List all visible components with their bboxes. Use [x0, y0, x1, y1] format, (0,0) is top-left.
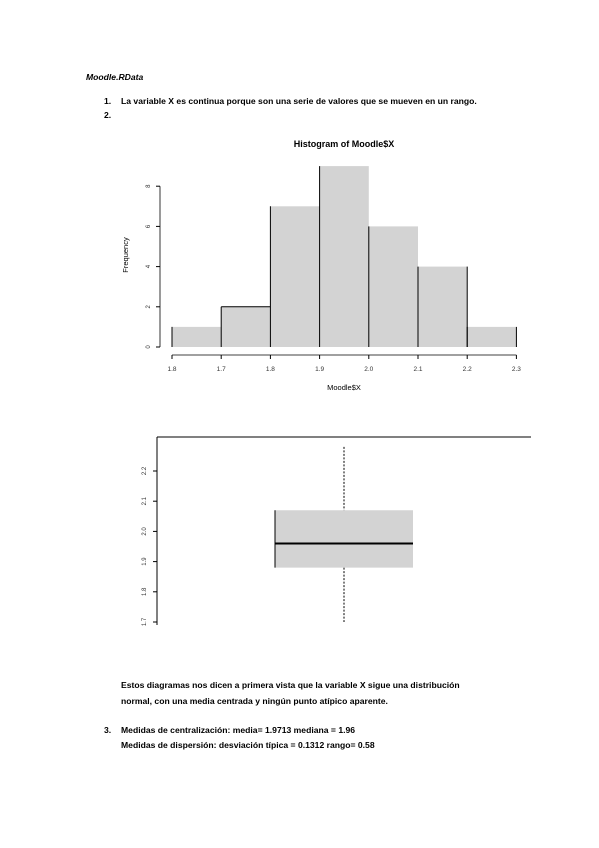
histogram-y-tick-label: 0	[146, 345, 152, 349]
histogram-y-tick-label: 4	[146, 264, 152, 268]
item-2-number: 2.	[104, 110, 112, 120]
boxplot-y-tick-label: 2.2	[142, 466, 148, 475]
histogram-y-tick-label: 6	[146, 224, 152, 228]
histogram-x-tick-label: 1.9	[315, 366, 324, 373]
item-3-number: 3.	[104, 725, 112, 735]
boxplot-y-tick-label: 1.9	[142, 557, 148, 566]
boxplot-box	[275, 510, 413, 568]
boxplot-y-tick-label: 2.0	[142, 527, 148, 536]
histogram-x-tick-label: 1.7	[217, 366, 226, 373]
paragraph-line-1: Estos diagramas nos dicen a primera vist…	[121, 680, 460, 690]
boxplot-y-tick-label: 2.1	[142, 496, 148, 505]
histogram-bar-4	[319, 166, 369, 347]
histogram-x-label: Moodle$X	[327, 383, 361, 392]
histogram-bar-6	[418, 266, 468, 347]
item-1-text: La variable X es continua porque son una…	[121, 96, 477, 106]
histogram-bar-7	[467, 326, 517, 347]
paragraph-line-2: normal, con una media centrada y ningún …	[121, 696, 388, 706]
histogram-bar-1	[172, 326, 222, 347]
histogram-x-tick-label: 2.1	[413, 366, 422, 373]
histogram-bar-2	[221, 306, 271, 347]
histogram-bar-3	[270, 206, 320, 347]
histogram-x-tick-label: 1.8	[266, 366, 275, 373]
histogram-x-tick-label: 2.3	[512, 366, 521, 373]
histogram-x-tick-label: 2.2	[463, 366, 472, 373]
boxplot-y-tick-label: 1.8	[142, 587, 148, 596]
histogram-y-tick-label: 2	[146, 304, 152, 308]
document-title: Moodle.RData	[86, 72, 144, 82]
item-3-line-2: Medidas de dispersión: desviación típica…	[121, 740, 375, 750]
histogram-y-tick-label: 8	[146, 184, 152, 188]
histogram-y-label: Frequency	[121, 237, 130, 273]
histogram-x-tick-label: 1.8	[167, 366, 176, 373]
item-1-number: 1.	[104, 96, 112, 106]
histogram-title: Histogram of Moodle$X	[294, 139, 395, 149]
histogram-bar-5	[368, 226, 418, 347]
boxplot-y-tick-label: 1.7	[142, 617, 148, 626]
histogram-x-tick-label: 2.0	[364, 366, 373, 373]
item-3-line-1: Medidas de centralización: media= 1.9713…	[121, 725, 356, 735]
